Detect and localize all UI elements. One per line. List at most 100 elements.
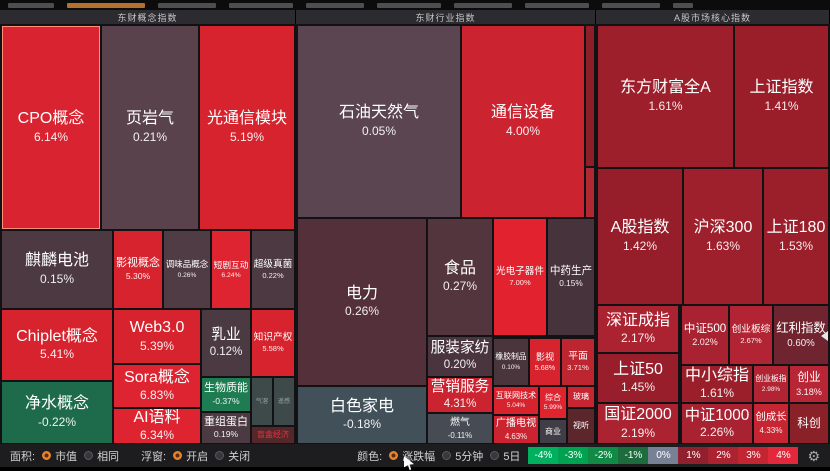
legend-swatch: -1% — [618, 447, 649, 464]
treemap-tile[interactable]: 影视 5.68% — [530, 339, 560, 385]
radio-label: 5分钟 — [455, 450, 484, 463]
treemap-tile[interactable]: 生物质能 -0.37% — [202, 378, 250, 411]
treemap-tile[interactable]: 中小综指 1.61% — [682, 366, 752, 402]
treemap-tile[interactable]: 沪深300 1.63% — [684, 169, 762, 304]
legend-swatch: 2% — [708, 447, 739, 464]
menu-item[interactable] — [673, 2, 693, 8]
treemap-tile[interactable]: 食品 0.27% — [428, 219, 492, 335]
treemap-tile[interactable]: 平面 3.71% — [562, 339, 594, 385]
radio-option[interactable]: 开启 — [173, 448, 208, 464]
tile-change-percent: 5.39% — [139, 338, 175, 353]
legend-swatch: 1% — [678, 447, 709, 464]
treemap-tile[interactable]: 净水概念 -0.22% — [2, 382, 112, 443]
treemap-tile[interactable]: 重组蛋白 0.19% — [202, 413, 250, 443]
menu-item[interactable] — [8, 2, 54, 8]
treemap-tile[interactable]: 营销服务 4.31% — [428, 378, 492, 412]
radio-option[interactable]: 5日 — [490, 448, 520, 464]
toolbar-group-label: 浮窗: — [141, 450, 167, 463]
legend-swatch: 0% — [648, 447, 679, 464]
tile-change-percent: 4.33% — [759, 425, 783, 435]
tile-name: 短剧互动 — [213, 259, 249, 270]
treemap-tile[interactable]: 广播电视 4.63% — [494, 416, 538, 443]
panel-collapse-arrow-icon[interactable] — [821, 331, 828, 341]
treemap-tile[interactable]: 创业 3.18% — [790, 366, 828, 402]
legend-swatch: 3% — [738, 447, 769, 464]
treemap-tile[interactable]: 页岩气 0.21% — [102, 26, 198, 229]
radio-option[interactable]: 相同 — [84, 448, 119, 464]
treemap-tile[interactable]: 深证成指 2.17% — [598, 306, 678, 352]
tile-name: 创成长 — [755, 411, 787, 423]
treemap-tile[interactable]: 上证50 1.45% — [598, 354, 678, 402]
treemap-tile[interactable]: 创业板综 2.67% — [730, 306, 772, 364]
treemap-tile[interactable]: 国证2000 2.19% — [598, 404, 678, 443]
treemap-tile[interactable]: 创业板指 2.98% — [754, 366, 788, 402]
menu-item[interactable] — [306, 2, 364, 8]
treemap-tile[interactable]: 白色家电 -0.18% — [298, 387, 426, 443]
treemap-tile[interactable]: 光通信模块 5.19% — [200, 26, 294, 229]
menu-item[interactable] — [525, 2, 589, 8]
treemap-tile[interactable]: 视听 — [568, 409, 594, 443]
treemap-tile[interactable]: 上证指数 1.41% — [735, 26, 828, 167]
treemap-tile[interactable]: 上证180 1.53% — [764, 169, 828, 304]
treemap-tile[interactable]: 橡胶制品 0.10% — [494, 339, 528, 385]
treemap-tile[interactable]: 燃气 -0.11% — [428, 414, 492, 443]
bottom-strip — [0, 467, 830, 471]
treemap-tile[interactable]: 石油天然气 0.05% — [298, 26, 460, 217]
treemap-tile[interactable]: 创成长 4.33% — [754, 404, 788, 443]
toolbar-group: 浮窗: 开启 关闭 — [141, 448, 250, 464]
radio-option[interactable]: 关闭 — [215, 448, 250, 464]
treemap-tile[interactable]: AI语料 6.34% — [114, 409, 200, 443]
treemap-tile[interactable]: CPO概念 6.14% — [2, 26, 100, 229]
treemap-tile[interactable]: 调味品概念 0.26% — [164, 231, 210, 308]
treemap-tile[interactable]: 电力 0.26% — [298, 219, 426, 385]
treemap-tile[interactable]: 中药生产 0.15% — [548, 219, 594, 335]
treemap-tile[interactable]: Chiplet概念 5.41% — [2, 310, 112, 380]
treemap-tile[interactable]: 遥感 — [274, 378, 294, 425]
treemap-tile[interactable]: 通信设备 4.00% — [462, 26, 584, 217]
tile-name: 互联网技术 — [495, 391, 537, 401]
menu-item[interactable] — [158, 2, 216, 8]
treemap-tile[interactable]: Web3.0 5.39% — [114, 310, 200, 363]
treemap-tile[interactable]: 影视概念 5.30% — [114, 231, 162, 308]
tile-change-percent: 5.58% — [262, 344, 284, 354]
menu-item[interactable] — [602, 2, 660, 8]
treemap-tile[interactable]: 超级真菌 0.22% — [252, 231, 294, 308]
treemap-tile[interactable]: 东方财富全A 1.61% — [598, 26, 733, 167]
treemap-tile[interactable]: 玻璃 — [568, 387, 594, 407]
radio-icon — [84, 451, 94, 460]
treemap-tile[interactable]: 科创 — [790, 404, 828, 443]
tile-name: 上证180 — [766, 219, 826, 237]
treemap-tile[interactable]: 中证1000 2.26% — [682, 404, 752, 443]
treemap-tile[interactable]: A股指数 1.42% — [598, 169, 682, 304]
treemap-tile[interactable]: 短剧互动 6.24% — [212, 231, 250, 308]
treemap-tile[interactable]: 中证500 2.02% — [682, 306, 728, 364]
radio-option[interactable]: 市值 — [42, 448, 77, 464]
treemap-tile[interactable]: 知识产权 5.58% — [252, 310, 294, 376]
radio-option[interactable]: 5分钟 — [442, 448, 483, 464]
treemap-tile[interactable]: 综合 5.99% — [540, 387, 566, 418]
treemap-tile[interactable]: 麒麟电池 0.15% — [2, 231, 112, 308]
treemap-tile[interactable]: 光电子器件 7.00% — [494, 219, 546, 335]
radio-label: 涨跌幅 — [402, 450, 436, 463]
treemap-tile[interactable]: 乳业 0.12% — [202, 310, 250, 376]
menu-item[interactable] — [67, 2, 145, 8]
treemap-tile[interactable]: 商业 — [540, 420, 566, 443]
treemap-tile[interactable]: 互联网技术 5.04% — [494, 387, 538, 414]
treemap-tile[interactable]: 服装家纺 0.20% — [428, 337, 492, 376]
treemap-tile[interactable]: 盲盒经济 — [252, 427, 294, 443]
tile-name: 橡胶制品 — [495, 351, 527, 361]
treemap-tile[interactable]: 红利指数 0.60% — [774, 306, 828, 364]
menu-item[interactable] — [377, 2, 441, 8]
treemap-tile[interactable]: Sora概念 6.83% — [114, 365, 200, 407]
tile-change-percent: 2.19% — [620, 425, 656, 440]
radio-option[interactable]: 涨跌幅 — [389, 448, 435, 464]
legend-swatch: -3% — [558, 447, 589, 464]
treemap-tile[interactable]: 气溶 — [252, 378, 272, 425]
gear-icon[interactable]: ⚙ — [807, 447, 820, 464]
treemap-tile[interactable] — [586, 168, 594, 217]
menu-item[interactable] — [229, 2, 293, 8]
treemap-tile[interactable] — [586, 26, 594, 166]
tile-name: 光通信模块 — [206, 110, 287, 128]
menu-item[interactable] — [454, 2, 512, 8]
